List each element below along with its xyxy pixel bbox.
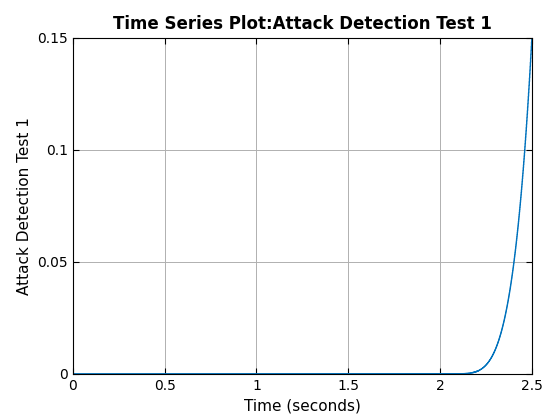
Y-axis label: Attack Detection Test 1: Attack Detection Test 1 [17, 117, 31, 295]
Title: Time Series Plot:Attack Detection Test 1: Time Series Plot:Attack Detection Test 1 [113, 16, 492, 34]
X-axis label: Time (seconds): Time (seconds) [244, 398, 361, 413]
